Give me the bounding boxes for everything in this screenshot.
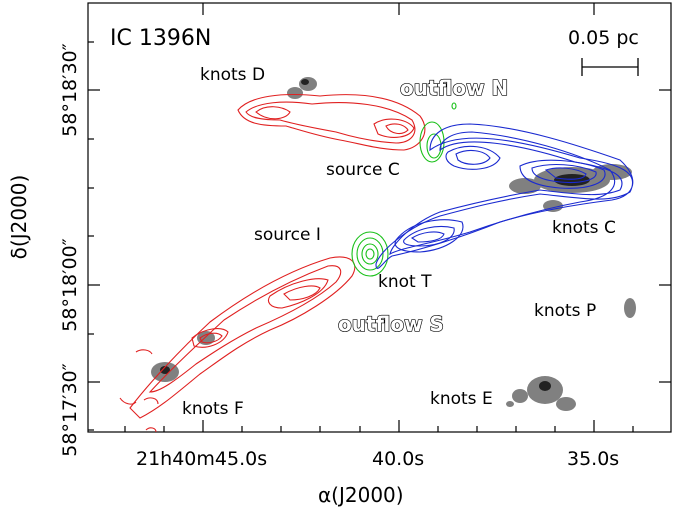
axis-ticks xyxy=(88,3,671,432)
figure-title: IC 1396N xyxy=(110,26,211,51)
x-tick-label: 21h40m45.0s xyxy=(136,448,267,470)
label-knots-c: knots C xyxy=(552,218,616,238)
plot-frame xyxy=(87,2,672,433)
label-outflow-s: outflow S xyxy=(338,312,444,336)
y-tick-label: 58°18′00″ xyxy=(59,238,81,331)
label-source-c: source C xyxy=(326,160,400,180)
label-outflow-n: outflow N xyxy=(400,76,508,100)
x-axis-title: α(J2000) xyxy=(318,483,404,507)
scale-bar xyxy=(581,58,639,76)
x-tick-label: 35.0s xyxy=(567,448,619,470)
label-knot-t: knot T xyxy=(378,272,432,292)
x-tick-label: 40.0s xyxy=(372,448,424,470)
scale-bar-label: 0.05 pc xyxy=(568,27,639,49)
y-axis-title: δ(J2000) xyxy=(7,175,31,260)
label-knots-p: knots P xyxy=(534,301,596,321)
label-knots-d: knots D xyxy=(200,65,265,85)
label-knots-f: knots F xyxy=(182,399,244,419)
label-source-i: source I xyxy=(254,225,321,245)
y-tick-label: 58°18′30″ xyxy=(59,43,81,136)
blueshifted-contours xyxy=(375,123,634,269)
y-tick-label: 58°17′30″ xyxy=(59,363,81,456)
label-knots-e: knots E xyxy=(430,389,493,409)
redshifted-contours xyxy=(119,94,426,433)
